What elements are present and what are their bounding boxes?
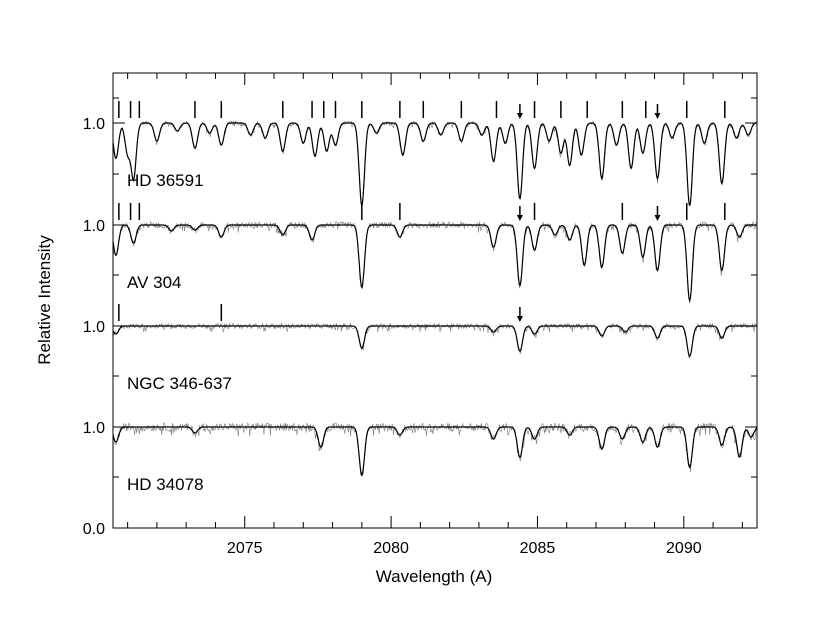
y-tick-label: 1.0: [83, 319, 105, 336]
observed-spectrum: [112, 422, 758, 477]
spectra-layer: [112, 120, 758, 477]
arrow-marker-head: [516, 113, 523, 119]
x-axis-title: Wavelength (A): [376, 567, 493, 586]
series-label: HD 34078: [127, 475, 204, 494]
y-axis-title: Relative Intensity: [35, 235, 54, 365]
y-tick-label: 1.0: [83, 218, 105, 235]
ticks-layer: [113, 73, 757, 529]
x-tick-label: 2085: [520, 540, 556, 557]
plot-border: [112, 72, 758, 529]
series-label: NGC 346-637: [127, 374, 232, 393]
y-tick-label: 1.0: [83, 420, 105, 437]
observed-spectrum: [112, 322, 758, 359]
model-spectrum: [112, 325, 757, 358]
model-spectrum: [112, 122, 758, 208]
arrow-marker-head: [654, 113, 661, 119]
arrow-marker-head: [516, 316, 523, 322]
model-spectrum: [112, 426, 758, 477]
observed-spectrum: [112, 221, 758, 304]
x-tick-label: 2080: [373, 540, 409, 557]
series-label: AV 304: [127, 273, 182, 292]
labels-layer: 2075 2080 2085 2090 0.0 1.0 1.0 1.0 1.0 HD 36591 A…: [83, 116, 702, 557]
series-label: HD 36591: [127, 171, 204, 190]
y-tick-label: 0.0: [83, 521, 105, 538]
feature-marks-layer: [118, 101, 726, 322]
plot-frame: [112, 72, 758, 529]
arrow-marker-head: [516, 215, 523, 221]
arrow-marker-head: [654, 215, 661, 221]
x-tick-label: 2075: [227, 540, 263, 557]
model-spectrum: [112, 224, 757, 303]
x-tick-label: 2090: [666, 540, 702, 557]
y-tick-label: 1.0: [83, 116, 105, 133]
